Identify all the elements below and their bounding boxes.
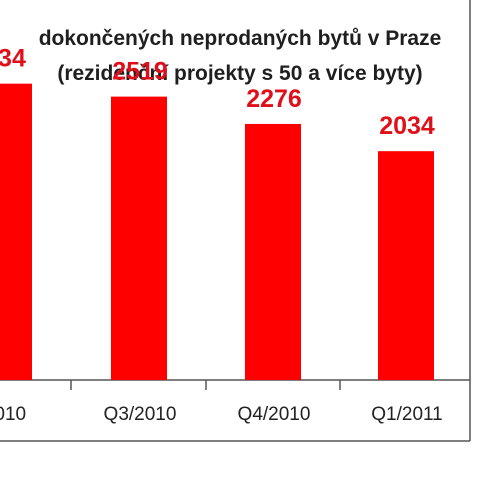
data-label: 634 xyxy=(0,45,26,73)
x-tick-label: Q1/2011 xyxy=(371,404,442,425)
bar-q4-2010 xyxy=(245,123,301,380)
data-label: 2276 xyxy=(246,85,302,113)
bar-q2-2010 xyxy=(0,83,32,381)
x-tick-label: Q4/2010 xyxy=(238,404,311,425)
x-tick-label: 2010 xyxy=(0,404,26,425)
bar-q3-2010 xyxy=(111,96,167,381)
bar-q1-2011 xyxy=(378,151,434,380)
chart-title: dokončených neprodaných bytů v Praze xyxy=(38,27,442,50)
x-tick-label: Q3/2010 xyxy=(104,404,177,425)
chart-subtitle: (rezidenční projekty s 50 a více byty) xyxy=(57,62,423,85)
data-label: 2519 xyxy=(112,58,168,86)
data-label: 2034 xyxy=(379,112,435,140)
